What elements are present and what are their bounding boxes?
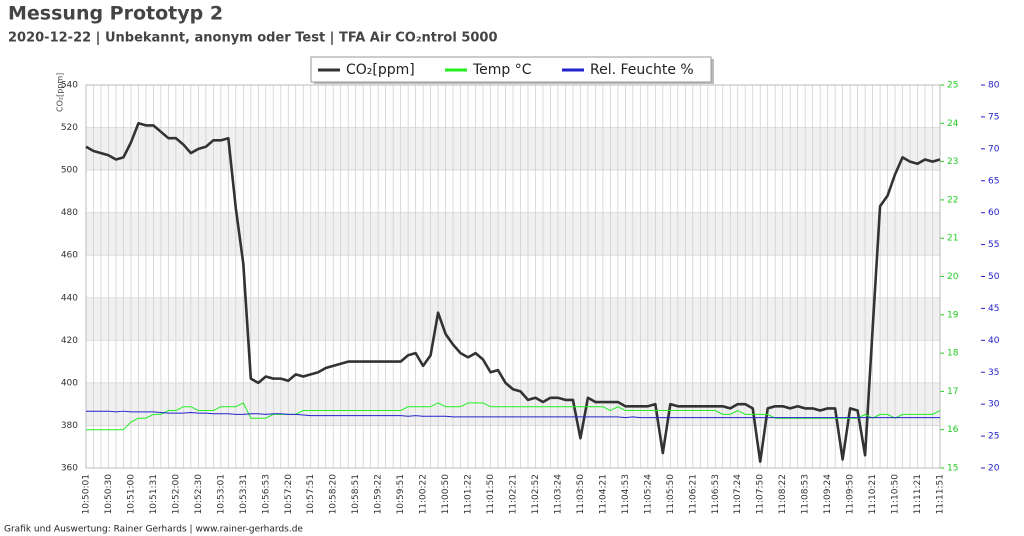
plot-frame <box>85 84 941 469</box>
x-tick-label: 11:10:50 <box>891 474 901 515</box>
x-tick-label: 10:57:20 <box>284 474 294 515</box>
y2-tick-label: 16 <box>947 425 959 435</box>
x-tick-label: 10:53:31 <box>239 474 249 514</box>
x-tick-label: 11:04:53 <box>621 474 631 514</box>
x-tick-label: 10:50:01 <box>82 474 92 514</box>
y-tick-label: 460 <box>61 251 78 261</box>
y3-tick-label: 45 <box>988 304 999 314</box>
x-tick-label: 11:09:24 <box>823 474 833 515</box>
y2-tick-label: 25 <box>947 81 958 91</box>
x-tick-label: 11:03:24 <box>553 474 563 515</box>
x-tick-label: 11:01:22 <box>464 474 474 514</box>
x-tick-label: 11:05:24 <box>643 474 653 515</box>
x-tick-label: 11:07:24 <box>733 474 743 515</box>
y2-tick-label: 17 <box>947 387 958 397</box>
legend <box>310 56 712 83</box>
x-tick-label: 10:58:20 <box>329 474 339 515</box>
legend-label: Temp °C <box>472 62 532 78</box>
y3-tick-label: 40 <box>988 336 1000 346</box>
series-line <box>86 410 940 419</box>
x-tick-label: 10:59:51 <box>396 474 406 514</box>
y2-tick-label: 18 <box>947 349 959 359</box>
y2-tick-label: 22 <box>947 195 958 205</box>
y2-tick-label: 21 <box>947 234 958 244</box>
y3-tick-label: 20 <box>988 464 1000 474</box>
y-axis-label: CO₂[ppm] <box>56 73 65 112</box>
x-tick-label: 11:00:50 <box>441 474 451 515</box>
legend-label: Rel. Feuchte % <box>590 62 694 78</box>
x-tick-label: 10:50:30 <box>104 474 114 515</box>
x-tick-label: 11:08:53 <box>801 474 811 514</box>
x-tick-label: 11:05:50 <box>666 474 676 515</box>
x-tick-label: 11:09:50 <box>846 474 856 515</box>
x-tick-label: 10:52:30 <box>194 474 204 515</box>
y2-tick-label: 19 <box>947 310 959 320</box>
x-tick-label: 11:11:21 <box>913 474 923 514</box>
series-line <box>85 122 941 463</box>
x-tick-label: 10:51:00 <box>126 474 136 515</box>
y3-tick-label: 25 <box>988 432 999 442</box>
x-tick-label: 10:59:22 <box>374 474 384 514</box>
y-tick-label: 420 <box>61 336 78 346</box>
x-tick-label: 10:51:31 <box>149 474 159 514</box>
y-tick-label: 360 <box>61 464 78 474</box>
x-tick-label: 11:08:22 <box>778 474 788 514</box>
legend-label: CO₂[ppm] <box>346 62 415 78</box>
y-tick-label: 380 <box>61 421 78 431</box>
x-tick-label: 11:01:50 <box>486 474 496 515</box>
x-tick-label: 11:03:50 <box>576 474 586 515</box>
y2-tick-label: 20 <box>947 272 959 282</box>
footer: Grafik und Auswertung: Rainer Gerhards |… <box>4 525 303 535</box>
y3-tick-label: 75 <box>988 112 999 122</box>
y2-tick-label: 15 <box>947 464 958 474</box>
chart-subtitle: 2020-12-22 | Unbekannt, anonym oder Test… <box>8 31 498 46</box>
y-tick-label: 440 <box>61 293 78 303</box>
y3-tick-label: 30 <box>988 400 1000 410</box>
y2-tick-label: 24 <box>947 119 959 129</box>
x-tick-label: 11:11:51 <box>936 474 946 514</box>
x-tick-label: 11:02:52 <box>531 474 541 514</box>
y2-tick-label: 23 <box>947 157 958 167</box>
x-tick-label: 11:06:53 <box>711 474 721 514</box>
x-tick-label: 11:10:21 <box>868 474 878 514</box>
y3-tick-label: 50 <box>988 272 1000 282</box>
series-line <box>86 402 941 431</box>
y3-tick-label: 55 <box>988 240 999 250</box>
y-tick-label: 480 <box>61 208 78 218</box>
y-tick-label: 540 <box>61 81 78 91</box>
x-tick-label: 10:58:51 <box>351 474 361 514</box>
x-tick-label: 11:04:21 <box>598 474 608 514</box>
y3-tick-label: 60 <box>988 208 1000 218</box>
y3-tick-label: 65 <box>988 176 999 186</box>
y3-tick-label: 80 <box>988 81 1000 91</box>
x-tick-label: 11:02:21 <box>509 474 519 514</box>
y-tick-label: 500 <box>61 166 78 176</box>
x-tick-label: 10:53:01 <box>216 474 226 514</box>
x-tick-label: 11:07:50 <box>756 474 766 515</box>
y3-tick-label: 35 <box>988 368 999 378</box>
x-tick-label: 10:56:53 <box>261 474 271 514</box>
x-tick-label: 11:00:22 <box>419 474 429 514</box>
x-tick-label: 11:06:21 <box>688 474 698 514</box>
y3-tick-label: 70 <box>988 144 1000 154</box>
y-tick-label: 520 <box>61 123 78 133</box>
y-tick-label: 400 <box>61 378 78 388</box>
chart-title: Messung Prototyp 2 <box>8 3 223 25</box>
x-tick-label: 10:57:51 <box>306 474 316 514</box>
x-tick-label: 10:52:00 <box>171 474 181 515</box>
